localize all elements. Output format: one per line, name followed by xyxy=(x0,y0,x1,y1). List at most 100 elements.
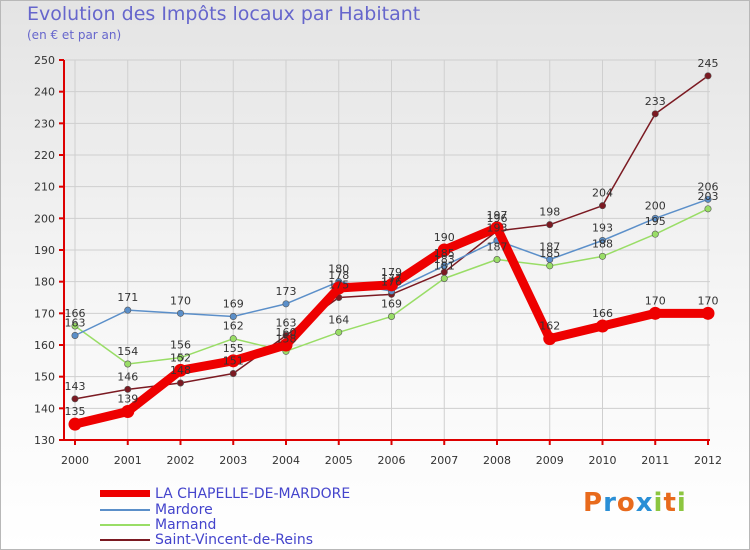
logo-letter: i xyxy=(676,488,687,518)
data-point-la-chapelle-de-mardore xyxy=(385,278,398,292)
data-label-saint-vincent-de-reins: 233 xyxy=(645,95,666,108)
data-label-saint-vincent-de-reins: 204 xyxy=(592,187,613,200)
data-point-mardore xyxy=(124,306,132,314)
data-label-saint-vincent-de-reins: 196 xyxy=(487,212,508,225)
data-label-saint-vincent-de-reins: 143 xyxy=(65,380,86,393)
data-point-la-chapelle-de-mardore xyxy=(596,319,609,333)
data-label-la-chapelle-de-mardore: 190 xyxy=(434,231,455,244)
y-tick-label: 170 xyxy=(34,307,55,320)
legend-label: Saint-Vincent-de-Reins xyxy=(155,531,314,548)
logo-letter: o xyxy=(616,488,636,518)
logo-letter: t xyxy=(663,488,677,518)
data-point-marnand xyxy=(229,335,237,343)
data-label-la-chapelle-de-mardore: 139 xyxy=(117,393,138,406)
y-tick-label: 140 xyxy=(34,402,55,415)
legend-label: Marnand xyxy=(155,516,217,533)
legend-item-mardore: Mardore xyxy=(100,502,213,518)
data-label-mardore: 206 xyxy=(698,180,719,193)
data-point-la-chapelle-de-mardore xyxy=(68,417,82,431)
data-point-marnand xyxy=(651,230,659,238)
logo-letter: r xyxy=(603,488,617,518)
data-point-marnand xyxy=(704,205,712,213)
data-label-marnand: 166 xyxy=(65,307,86,320)
data-point-mardore xyxy=(177,309,185,317)
data-label-saint-vincent-de-reins: 146 xyxy=(117,370,138,383)
legend-swatch xyxy=(100,523,150,526)
logo-letter: P xyxy=(583,488,604,518)
data-label-saint-vincent-de-reins: 183 xyxy=(434,253,455,266)
data-point-mardore xyxy=(704,195,712,203)
data-label-marnand: 164 xyxy=(328,313,349,326)
data-label-mardore: 193 xyxy=(487,222,508,235)
data-point-mardore xyxy=(651,214,659,222)
data-label-saint-vincent-de-reins: 148 xyxy=(170,364,191,377)
chart-title: Evolution des Impôts locaux par Habitant xyxy=(27,3,421,25)
data-label-la-chapelle-de-mardore: 170 xyxy=(698,294,719,307)
data-label-mardore: 185 xyxy=(434,247,455,260)
data-point-mardore xyxy=(598,237,606,245)
legend-item-saint-vincent: Saint-Vincent-de-Reins xyxy=(100,531,314,548)
data-label-mardore: 180 xyxy=(328,263,349,276)
y-tick-label: 220 xyxy=(34,149,55,162)
x-tick-label: 2012 xyxy=(694,454,722,467)
data-point-la-chapelle-de-mardore xyxy=(121,405,135,418)
data-label-marnand: 195 xyxy=(645,215,666,228)
data-point-la-chapelle-de-mardore xyxy=(648,306,662,320)
data-point-mardore xyxy=(71,331,79,339)
data-point-la-chapelle-de-mardore xyxy=(543,332,557,346)
legend-swatch xyxy=(100,508,150,511)
data-label-saint-vincent-de-reins: 245 xyxy=(698,57,719,70)
data-label-mardore: 163 xyxy=(65,317,86,330)
x-tick-label: 2008 xyxy=(483,454,511,467)
legend-swatch xyxy=(100,490,150,497)
data-label-la-chapelle-de-mardore: 166 xyxy=(592,307,613,320)
data-point-marnand xyxy=(177,354,185,362)
data-point-la-chapelle-de-mardore xyxy=(226,354,240,368)
legend-label: LA CHAPELLE-DE-MARDORE xyxy=(155,485,351,502)
data-point-mardore xyxy=(282,300,290,308)
x-tick-label: 2007 xyxy=(430,454,458,467)
data-point-marnand xyxy=(440,274,448,282)
logo-letter: i xyxy=(653,488,664,518)
data-label-mardore: 170 xyxy=(170,294,191,307)
data-point-la-chapelle-de-mardore xyxy=(490,221,504,235)
data-label-la-chapelle-de-mardore: 160 xyxy=(276,326,297,339)
data-label-la-chapelle-de-mardore: 178 xyxy=(328,269,349,282)
data-point-saint-vincent-de-reins xyxy=(704,72,712,80)
data-label-la-chapelle-de-mardore: 170 xyxy=(645,294,666,307)
data-label-marnand: 188 xyxy=(592,237,613,250)
data-label-saint-vincent-de-reins: 176 xyxy=(381,275,402,288)
data-label-marnand: 181 xyxy=(434,260,455,273)
data-point-mardore xyxy=(440,262,448,270)
data-label-mardore: 169 xyxy=(223,298,244,311)
data-label-saint-vincent-de-reins: 151 xyxy=(223,355,244,368)
x-tick-label: 2010 xyxy=(589,454,617,467)
data-point-saint-vincent-de-reins xyxy=(177,379,185,387)
data-label-mardore: 173 xyxy=(276,285,297,298)
data-point-la-chapelle-de-mardore xyxy=(437,243,451,257)
x-tick-label: 2011 xyxy=(641,454,669,467)
data-label-marnand: 158 xyxy=(276,332,297,345)
x-tick-label: 2001 xyxy=(114,454,142,467)
data-label-la-chapelle-de-mardore: 162 xyxy=(539,320,560,333)
data-point-saint-vincent-de-reins xyxy=(598,202,606,210)
y-tick-label: 180 xyxy=(34,276,55,289)
data-label-marnand: 187 xyxy=(487,241,508,254)
data-label-mardore: 193 xyxy=(592,222,613,235)
y-tick-label: 240 xyxy=(34,86,55,99)
y-tick-label: 250 xyxy=(34,54,55,67)
data-label-la-chapelle-de-mardore: 135 xyxy=(65,405,86,418)
data-point-la-chapelle-de-mardore xyxy=(279,338,293,352)
data-label-la-chapelle-de-mardore: 179 xyxy=(381,266,402,279)
x-tick-label: 2004 xyxy=(272,454,300,467)
data-point-la-chapelle-de-mardore xyxy=(701,306,715,320)
data-point-marnand xyxy=(387,312,395,320)
data-label-marnand: 156 xyxy=(170,339,191,352)
data-point-marnand xyxy=(71,322,79,330)
data-point-mardore xyxy=(546,255,554,263)
y-tick-label: 230 xyxy=(34,117,55,130)
data-label-marnand: 185 xyxy=(539,247,560,260)
x-tick-label: 2009 xyxy=(536,454,564,467)
y-tick-label: 160 xyxy=(34,339,55,352)
